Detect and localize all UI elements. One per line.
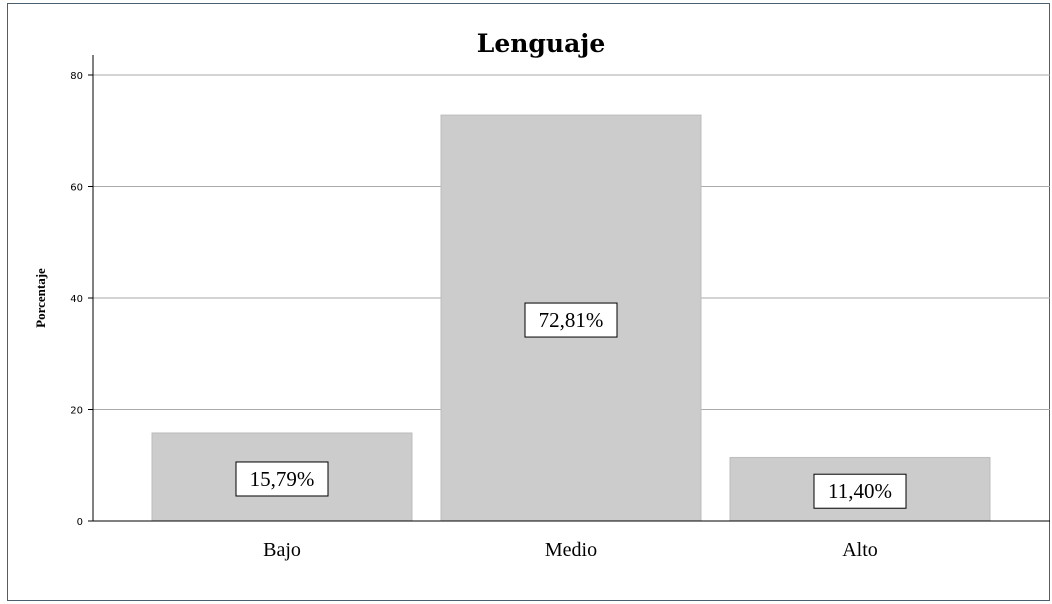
x-tick-label: Alto	[842, 539, 878, 561]
y-tick-label: 80	[70, 71, 83, 82]
data-label: 15,79%	[250, 467, 315, 491]
data-label: 11,40%	[828, 479, 892, 503]
y-tick-label: 60	[70, 183, 83, 194]
bars	[151, 114, 991, 522]
chart-title: Lenguaje	[477, 29, 605, 58]
data-label: 72,81%	[539, 308, 604, 332]
y-axis-ticks: 0 20 40 60 80	[70, 71, 93, 528]
x-axis-ticks: Bajo Medio Alto	[263, 539, 878, 561]
y-tick-label: 40	[70, 294, 83, 305]
y-tick-label: 20	[70, 406, 83, 417]
data-label-box	[813, 473, 907, 509]
data-label-box	[524, 302, 618, 338]
x-tick-label: Medio	[545, 539, 597, 561]
data-labels: 15,79% 72,81% 11,40%	[235, 302, 907, 509]
y-tick-label: 0	[77, 517, 83, 528]
y-axis-label: Porcentaje	[33, 268, 48, 328]
axes	[92, 55, 1050, 522]
x-tick-label: Bajo	[263, 539, 301, 561]
data-label-box	[235, 461, 329, 497]
